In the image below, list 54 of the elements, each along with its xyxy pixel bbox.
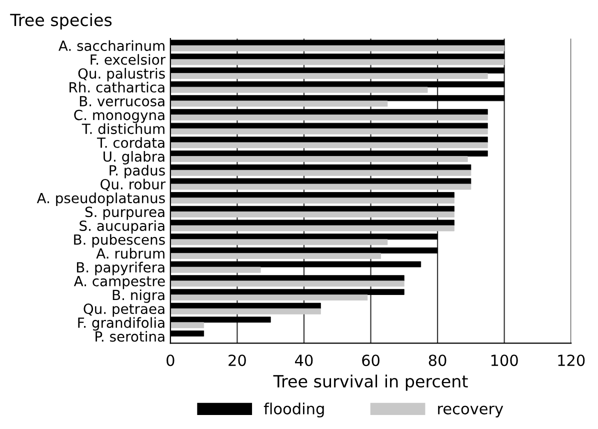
y-tick-label: A. rubrum [96, 248, 164, 259]
x-tick-label: 20 [228, 354, 246, 366]
y-tick-label: Rh. cathartica [70, 82, 164, 93]
bar [170, 156, 468, 162]
bar [170, 322, 204, 328]
y-tick-label: A. campestre [74, 276, 165, 290]
bar [170, 128, 488, 134]
y-axis-title: Tree species [10, 13, 112, 30]
x-tick-label: 0 [166, 354, 174, 366]
x-tick-label: 40 [295, 354, 313, 366]
y-tick-label: C. monogyna [74, 110, 164, 123]
bar [170, 211, 454, 218]
y-tick-label: U. glabra [104, 151, 164, 164]
x-tick-label: 80 [428, 354, 446, 366]
bar [170, 252, 381, 259]
x-tick-label: 100 [491, 354, 518, 366]
bar [170, 294, 368, 300]
y-tick-label: S. purpurea [85, 206, 164, 220]
legend-label: recovery [438, 406, 504, 418]
bar [170, 73, 488, 79]
y-tick-label: T. distichum [82, 123, 164, 134]
y-tick-label: S. aucuparia [80, 220, 164, 234]
bar [170, 59, 505, 66]
bar [170, 100, 388, 107]
legend-label: flooding [264, 402, 324, 418]
y-tick-label: F. grandifolia [78, 317, 164, 331]
bar [170, 45, 505, 52]
y-tick-label: A. saccharinum [58, 40, 164, 52]
y-tick-label: Qu. palustris [78, 68, 165, 82]
bar [170, 198, 454, 204]
bar [170, 308, 321, 314]
bar [170, 170, 472, 176]
x-axis-title: Tree survival in percent [273, 374, 468, 391]
bar [170, 142, 488, 148]
bar [170, 239, 388, 246]
bar [170, 266, 261, 273]
y-tick-label: B. papyrifera [76, 262, 164, 276]
x-tick-label: 120 [558, 354, 585, 366]
bar [170, 184, 472, 190]
bar [170, 225, 454, 232]
y-tick-label: Qu. petraea [84, 304, 164, 317]
x-tick-label: 60 [362, 354, 380, 366]
y-tick-label: Qu. robur [100, 178, 166, 192]
bar [170, 114, 488, 121]
y-tick-label: A. pseudoplatanus [36, 192, 165, 206]
y-tick-label: B. pubescens [74, 234, 165, 248]
bar [170, 280, 404, 287]
y-tick-label: P. padus [110, 164, 165, 178]
y-tick-label: P. serotina [96, 331, 164, 342]
y-tick-label: B. nigra [112, 289, 164, 303]
y-tick-label: T. cordata [96, 137, 164, 148]
y-tick-label: F. excelsior [90, 54, 166, 65]
bar [170, 86, 428, 93]
y-tick-label: B. verrucosa [80, 96, 164, 106]
